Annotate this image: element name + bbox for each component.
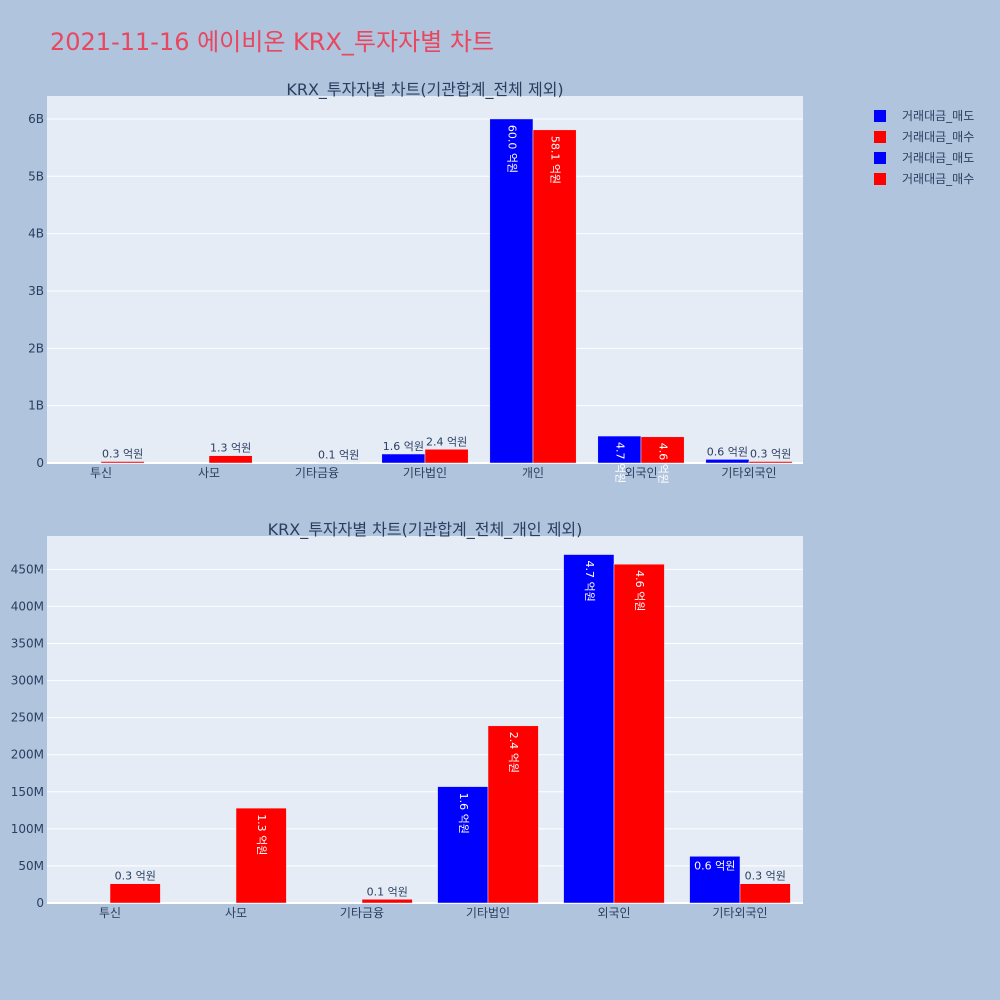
legend-swatch-1	[874, 130, 886, 143]
bar-label: 60.0 억원	[505, 125, 518, 173]
bar-label: 4.7 억원	[613, 442, 626, 483]
bar	[563, 554, 615, 904]
bar	[748, 461, 793, 464]
y-tick-label: 400M	[11, 599, 44, 613]
bar	[381, 453, 426, 464]
x-tick-label: 기타금융	[340, 906, 384, 920]
x-tick-label: 사모	[198, 466, 220, 480]
bar	[361, 899, 413, 904]
y-tick-label: 150M	[11, 785, 44, 799]
y-tick-label: 300M	[11, 674, 44, 688]
bar-label: 0.6 억원	[694, 859, 735, 872]
x-tick-label: 기타법인	[466, 906, 510, 920]
y-tick-label: 2B	[28, 341, 44, 355]
bar-label: 0.1 억원	[318, 449, 359, 462]
legend-item[interactable]: 거래대금_매수	[874, 168, 974, 189]
x-tick-label: 기타법인	[403, 466, 447, 480]
x-tick-label: 개인	[522, 466, 544, 480]
page-title: 2021-11-16 에이비온 KRX_투자자별 차트	[50, 28, 495, 56]
chart-title: KRX_투자자별 차트(기관합계_전체_개인 제외)	[268, 520, 583, 540]
bar-label: 1.6 억원	[383, 440, 424, 453]
y-tick-label: 50M	[18, 859, 44, 873]
bar	[613, 563, 665, 904]
legend-item[interactable]: 거래대금_매도	[874, 147, 974, 168]
legend-swatch-0	[874, 109, 886, 122]
x-tick-label: 기타외국인	[721, 466, 776, 480]
bar	[208, 455, 253, 464]
legend-label: 거래대금_매수	[902, 172, 975, 186]
bar-label: 4.6 억원	[657, 443, 670, 484]
legend-item[interactable]: 거래대금_매수	[874, 126, 974, 147]
y-tick-label: 1B	[28, 399, 44, 413]
x-tick-label: 기타외국인	[712, 906, 767, 920]
bar	[640, 436, 685, 464]
x-tick-label: 투신	[90, 466, 112, 480]
chart-title: KRX_투자자별 차트(기관합계_전체 제외)	[286, 80, 563, 100]
x-tick-label: 외국인	[597, 906, 630, 920]
bar	[489, 118, 534, 464]
legend-label: 거래대금_매도	[902, 109, 975, 123]
bar	[424, 449, 469, 464]
bar-label: 58.1 억원	[549, 136, 562, 184]
bar	[109, 883, 161, 904]
y-tick-label: 4B	[28, 227, 44, 241]
x-tick-label: 사모	[225, 906, 247, 920]
bar-label: 0.3 억원	[102, 448, 143, 461]
legend-label: 거래대금_매도	[902, 151, 975, 165]
bar-label: 0.3 억원	[750, 448, 791, 461]
bar	[597, 435, 642, 464]
y-tick-label: 200M	[11, 748, 44, 762]
bar-label: 1.6 억원	[457, 793, 470, 834]
x-tick-label: 투신	[99, 906, 121, 920]
y-tick-label: 3B	[28, 284, 44, 298]
y-tick-label: 450M	[11, 562, 44, 576]
x-tick-label: 외국인	[624, 466, 657, 480]
legend-item[interactable]: 거래대금_매도	[874, 105, 974, 126]
bar	[689, 856, 741, 904]
y-tick-label: 100M	[11, 822, 44, 836]
bar	[487, 725, 539, 904]
legend-swatch-3	[874, 172, 886, 185]
legend-swatch-2	[874, 151, 886, 164]
y-tick-label: 0	[36, 896, 44, 910]
bar-label: 1.3 억원	[210, 442, 251, 455]
legend-label: 거래대금_매수	[902, 130, 975, 144]
bar-label: 2.4 억원	[507, 732, 520, 773]
y-tick-label: 5B	[28, 169, 44, 183]
bar-label: 0.6 억원	[707, 445, 748, 458]
bar-label: 0.3 억원	[115, 870, 156, 883]
bar-label: 1.3 억원	[255, 814, 268, 855]
bar-label: 4.6 억원	[633, 570, 646, 611]
plot-area	[47, 536, 803, 903]
bar-label: 2.4 억원	[426, 435, 467, 448]
x-tick-label: 기타금융	[295, 466, 339, 480]
y-tick-label: 0	[36, 456, 44, 470]
bar-label: 4.7 억원	[583, 561, 596, 602]
y-tick-label: 250M	[11, 711, 44, 725]
y-tick-label: 350M	[11, 637, 44, 651]
bar	[235, 807, 287, 904]
bar	[532, 129, 577, 464]
legend: 거래대금_매도 거래대금_매수 거래대금_매도 거래대금_매수	[874, 105, 974, 189]
bar	[437, 786, 489, 904]
bar-label: 0.3 억원	[745, 870, 786, 883]
bar	[739, 883, 791, 904]
plot-area	[47, 96, 803, 463]
bar	[705, 459, 750, 464]
y-tick-label: 6B	[28, 112, 44, 126]
bar-label: 0.1 억원	[367, 885, 408, 898]
bar	[100, 461, 145, 464]
